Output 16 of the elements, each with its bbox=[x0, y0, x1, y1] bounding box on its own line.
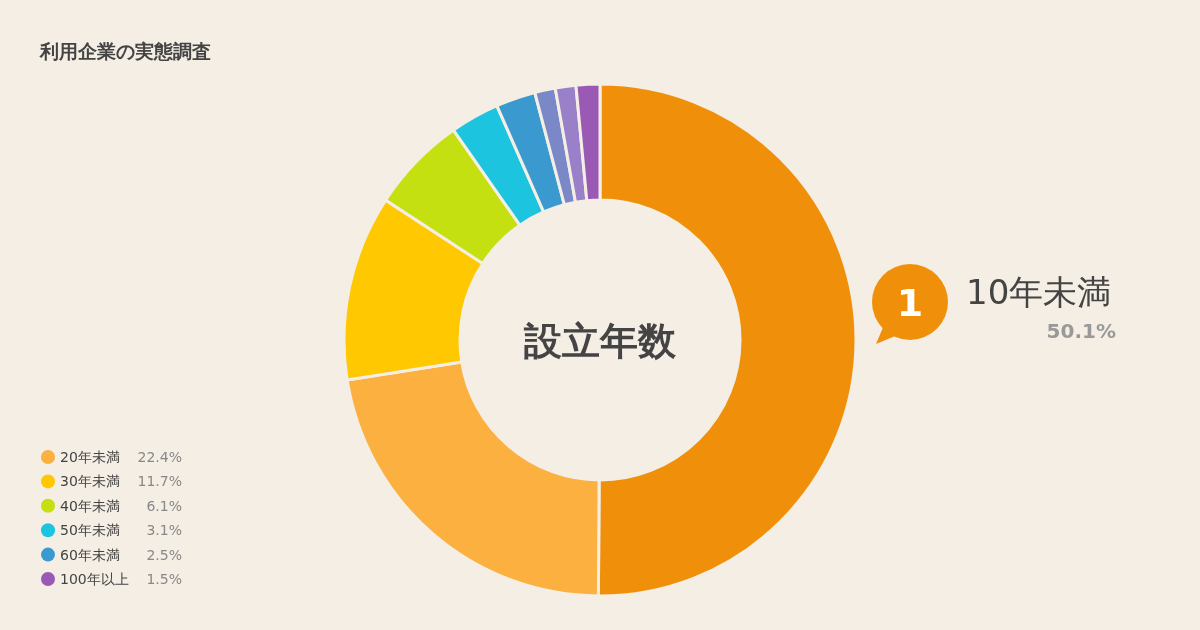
legend-label: 100年以上 bbox=[60, 571, 129, 587]
legend-label: 20年未満 bbox=[60, 449, 120, 465]
legend-label: 40年未満 bbox=[60, 497, 120, 514]
legend-label: 10年未満 bbox=[966, 272, 1112, 312]
data-label: 2.5% bbox=[146, 546, 182, 563]
legend-label: 30年未満 bbox=[60, 473, 120, 490]
data-label: 6.1% bbox=[146, 497, 182, 514]
text: 設立年数 bbox=[523, 319, 677, 363]
data-label: 3.1% bbox=[146, 522, 182, 539]
data-label: 22.4% bbox=[137, 449, 182, 465]
legend-label: 60年未満 bbox=[60, 546, 120, 563]
legend-label: 50年未満 bbox=[60, 522, 120, 539]
data-label: 11.7% bbox=[137, 473, 182, 490]
data-label: 1.5% bbox=[146, 571, 182, 587]
data-label: 50.1% bbox=[1046, 319, 1116, 343]
chart-title: 利用企業の実態調査 bbox=[39, 40, 211, 62]
